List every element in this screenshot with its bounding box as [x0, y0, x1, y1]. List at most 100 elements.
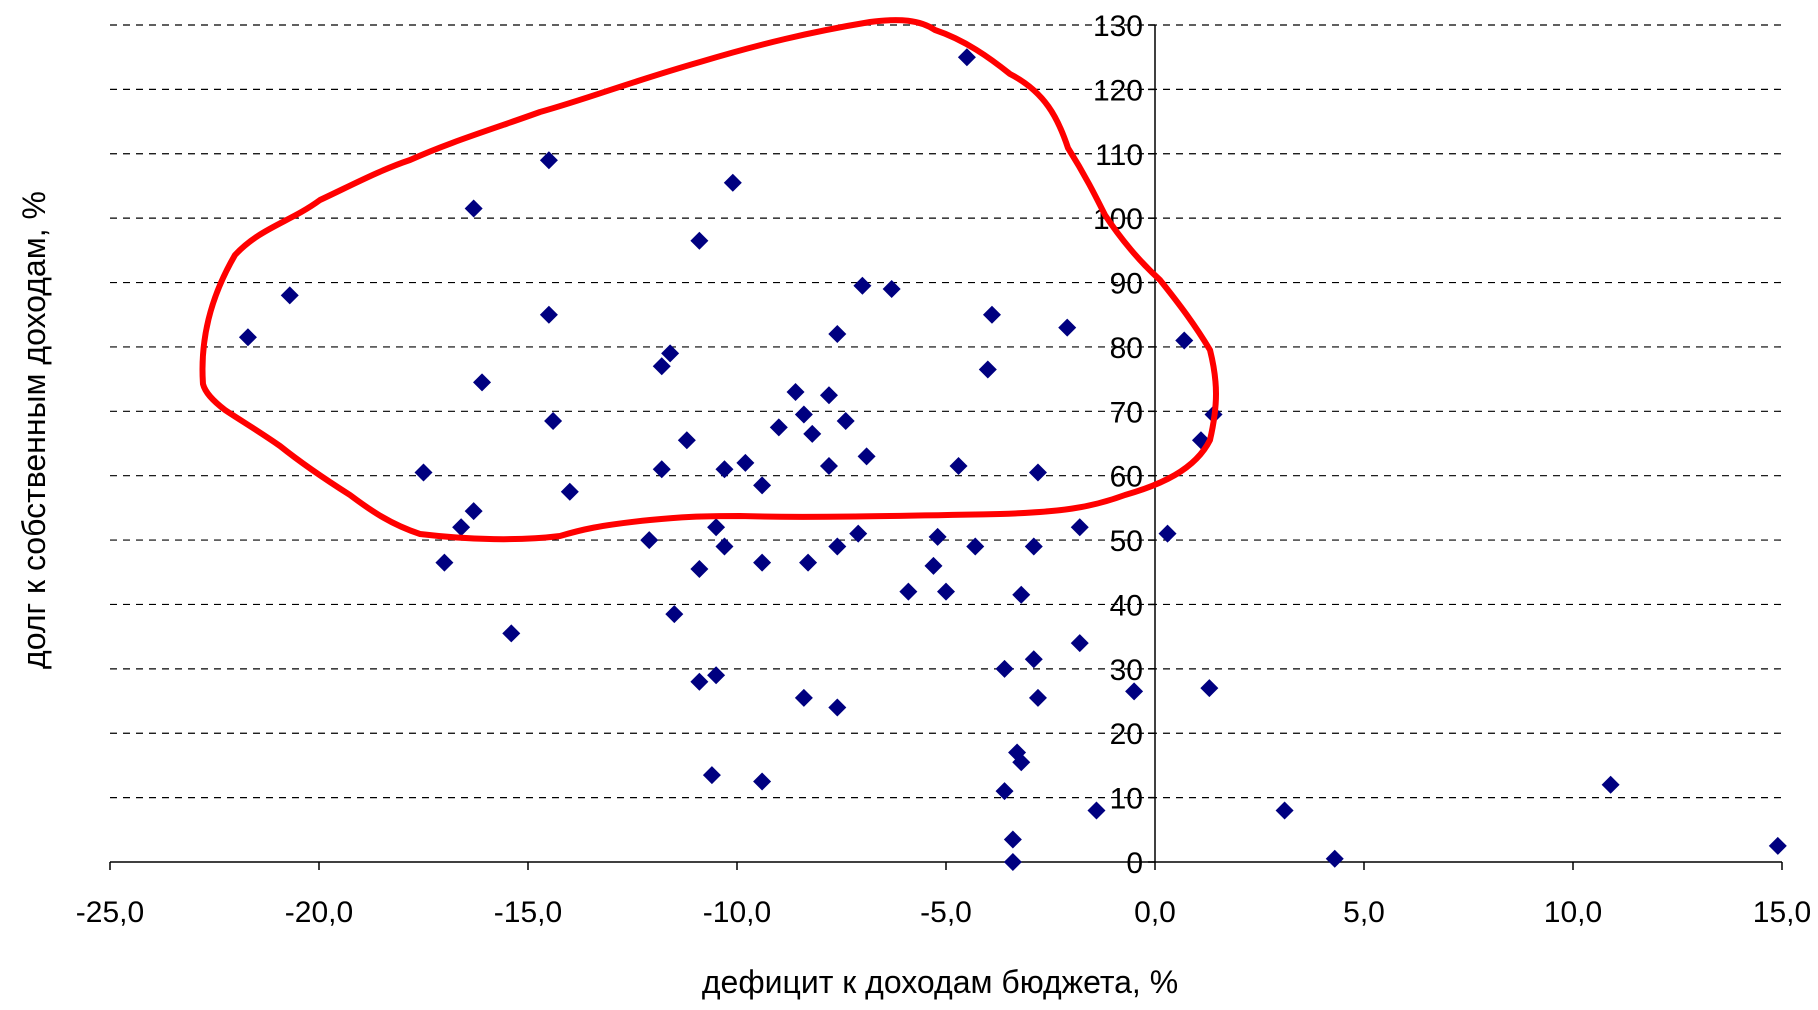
x-tick-label: 5,0: [1343, 896, 1385, 929]
axes: [109, 24, 1783, 870]
data-point: [1275, 801, 1294, 820]
data-point: [957, 48, 976, 67]
data-point: [753, 772, 772, 791]
data-point: [1070, 634, 1089, 653]
data-point: [937, 582, 955, 601]
y-tick-label: 0: [1126, 847, 1143, 880]
data-point: [1003, 830, 1022, 849]
data-point: [1003, 853, 1022, 871]
data-point: [1200, 679, 1219, 698]
data-point: [995, 659, 1014, 678]
x-tick-label: 15,0: [1753, 896, 1811, 929]
data-point: [715, 537, 734, 556]
data-point: [707, 518, 726, 537]
data-point: [1125, 682, 1144, 701]
data-point: [857, 447, 876, 466]
data-point: [753, 476, 772, 495]
data-point: [435, 553, 454, 572]
data-point: [677, 431, 696, 450]
data-point: [560, 482, 579, 501]
data-point: [794, 688, 813, 707]
data-point: [665, 605, 684, 624]
data-point: [723, 173, 742, 192]
y-tick-label: 90: [1110, 268, 1143, 301]
data-point: [966, 537, 985, 556]
data-point: [1768, 836, 1787, 855]
y-tick-label: 10: [1110, 783, 1143, 816]
data-point: [652, 357, 671, 376]
grid-lines: [110, 24, 1782, 799]
data-point: [652, 460, 671, 479]
x-tick-labels: -25,0 -20,0 -15,0 -10,0 -5,0 0,0 5,0 10,0 15,0: [76, 896, 1811, 929]
data-point: [803, 424, 822, 443]
x-tick-label: -25,0: [76, 896, 144, 929]
data-point: [1325, 849, 1344, 868]
data-point: [690, 560, 709, 579]
data-point: [828, 698, 847, 717]
data-point: [819, 386, 838, 405]
data-point: [753, 553, 772, 572]
y-tick-label: 130: [1093, 10, 1143, 43]
data-point: [414, 463, 433, 482]
x-tick-label: -10,0: [703, 896, 771, 929]
x-axis-title: дефицит к доходам бюджета, %: [702, 964, 1178, 1000]
data-point: [452, 518, 471, 537]
data-point: [995, 782, 1014, 801]
data-point: [928, 527, 947, 546]
highlight-outline: [199, 17, 1219, 543]
data-point: [769, 418, 788, 437]
data-point: [794, 405, 813, 424]
y-tick-label: 40: [1110, 589, 1143, 622]
data-point: [982, 305, 1001, 324]
data-point: [1087, 801, 1106, 820]
data-point: [899, 582, 918, 601]
data-point: [1028, 688, 1047, 707]
data-point: [836, 411, 855, 430]
data-point: [539, 305, 558, 324]
data-point: [828, 537, 847, 556]
data-point: [464, 502, 483, 521]
y-tick-label: 20: [1110, 718, 1143, 751]
data-point: [924, 556, 943, 575]
x-tick-label: 10,0: [1544, 896, 1602, 929]
data-point: [690, 672, 709, 691]
x-tick-label: 0,0: [1134, 896, 1176, 929]
data-point: [1601, 775, 1620, 794]
data-point: [882, 279, 901, 298]
y-tick-label: 110: [1095, 139, 1143, 172]
y-axis-title: долг к собственным доходам, %: [16, 191, 52, 669]
data-point: [819, 457, 838, 476]
data-point: [464, 199, 483, 218]
data-point: [539, 151, 558, 170]
data-points: [238, 48, 1787, 871]
x-tick-label: -5,0: [920, 896, 972, 929]
data-point: [849, 524, 868, 543]
data-point: [736, 453, 755, 472]
data-point: [1008, 743, 1027, 762]
data-point: [1012, 753, 1031, 772]
data-point: [502, 624, 521, 643]
data-point: [978, 360, 997, 379]
data-point: [702, 766, 721, 785]
data-point: [238, 328, 257, 347]
data-point: [1028, 463, 1047, 482]
data-point: [544, 411, 563, 430]
data-point: [1158, 524, 1177, 543]
data-point: [715, 460, 734, 479]
x-tick-label: -15,0: [494, 896, 562, 929]
data-point: [661, 344, 680, 363]
y-tick-label: 50: [1110, 525, 1143, 558]
data-point: [1175, 331, 1194, 350]
data-point: [853, 276, 872, 295]
y-tick-label: 80: [1110, 332, 1143, 365]
data-point: [707, 666, 726, 685]
data-point: [799, 553, 818, 572]
data-point: [1024, 537, 1043, 556]
data-point: [1024, 650, 1043, 669]
y-tick-label: 120: [1093, 74, 1143, 107]
data-point: [1012, 585, 1031, 604]
data-point: [828, 325, 847, 344]
data-point: [949, 457, 968, 476]
